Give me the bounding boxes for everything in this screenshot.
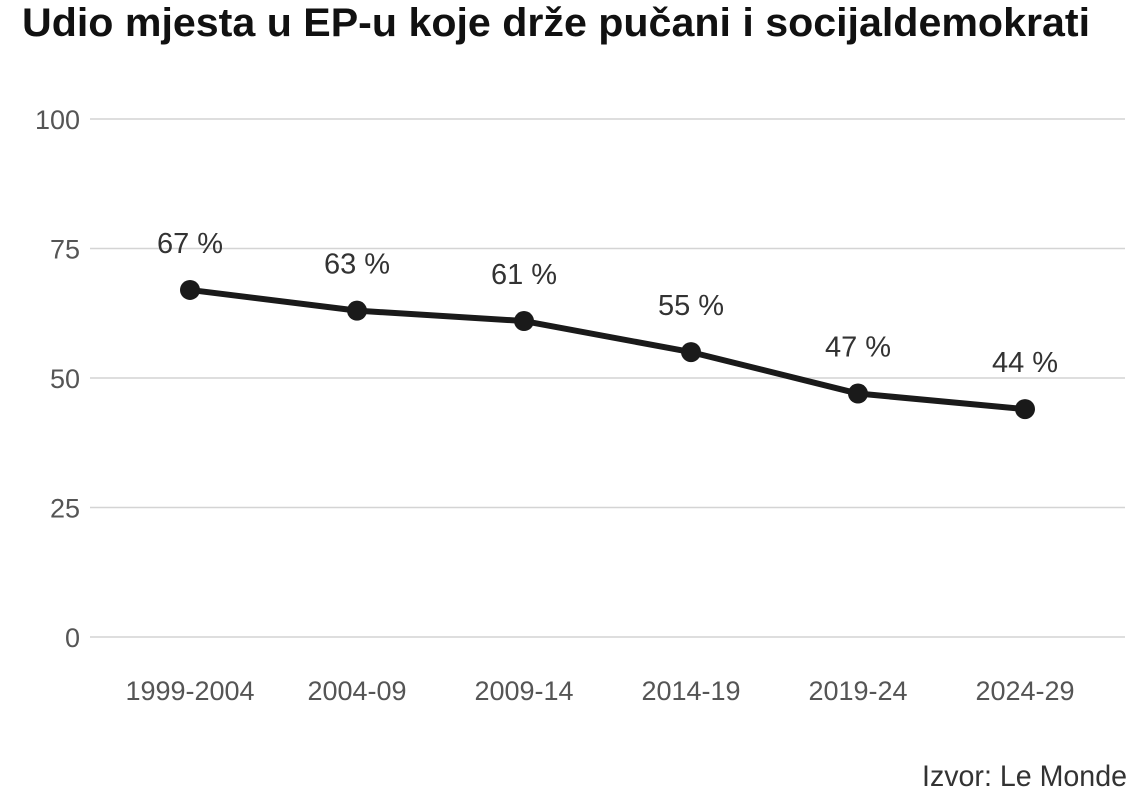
x-tick-label: 2009-14: [474, 676, 573, 706]
data-label: 61 %: [491, 259, 557, 291]
y-tick-label: 100: [35, 105, 80, 135]
source-note: Izvor: Le Monde: [922, 760, 1127, 787]
data-point: [180, 279, 200, 300]
data-label: 44 %: [992, 347, 1058, 379]
y-tick-label: 75: [50, 235, 80, 265]
gridlines: [90, 118, 1125, 638]
data-point: [347, 300, 367, 321]
chart-title: Udio mjesta u EP-u koje drže pučani i so…: [22, 1, 1090, 45]
x-tick-label: 2019-24: [808, 676, 907, 706]
data-label: 47 %: [825, 332, 891, 364]
y-tick-label: 0: [65, 623, 80, 653]
data-label: 63 %: [324, 249, 390, 281]
data-labels: 67 % 63 % 61 % 55 % 47 % 44 %: [157, 228, 1058, 379]
x-tick-label: 2024-29: [975, 676, 1074, 706]
x-tick-label: 1999-2004: [125, 676, 254, 706]
y-tick-label: 25: [50, 494, 80, 524]
series: [180, 279, 1035, 420]
x-tick-label: 2014-19: [641, 676, 740, 706]
data-label: 67 %: [157, 228, 223, 260]
x-tick-label: 2004-09: [307, 676, 406, 706]
series-line: [189, 286, 1026, 413]
data-point: [1015, 399, 1035, 420]
data-point: [514, 311, 534, 332]
x-axis: 1999-2004 2004-09 2009-14 2014-19 2019-24 202…: [125, 676, 1074, 706]
data-point: [848, 383, 868, 404]
data-point: [681, 342, 701, 363]
y-axis: 0 25 50 75 100: [35, 105, 80, 653]
data-label: 55 %: [658, 290, 724, 322]
y-tick-label: 50: [50, 364, 80, 394]
